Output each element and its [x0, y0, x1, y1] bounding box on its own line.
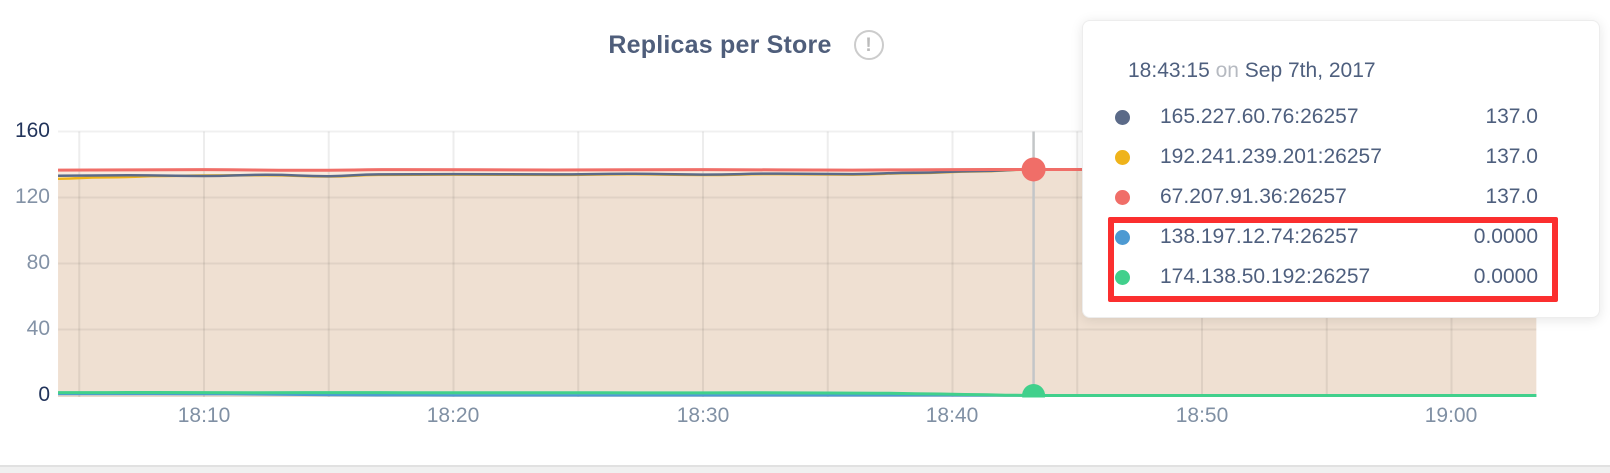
x-axis-label: 19:00 [1424, 404, 1478, 427]
series-label: 192.241.239.201:26257 [1160, 145, 1382, 168]
series-label: 67.207.91.36:26257 [1160, 185, 1347, 208]
tooltip-rows: 165.227.60.76:26257 137.0 192.241.239.20… [1083, 97, 1599, 297]
series-label: 165.227.60.76:26257 [1160, 105, 1359, 128]
series-value: 0.0000 [1473, 265, 1538, 288]
tooltip-row: 174.138.50.192:26257 0.0000 [1083, 257, 1599, 297]
page-title: Replicas per Store [608, 30, 832, 59]
annotation-box [1108, 217, 1558, 302]
y-axis-label: 40 [26, 317, 50, 340]
x-axis-label: 18:30 [676, 404, 730, 427]
tooltip-row: 67.207.91.36:26257 137.0 [1083, 177, 1599, 217]
series-dot-green [1115, 269, 1130, 285]
tooltip-row: 165.227.60.76:26257 137.0 [1083, 97, 1599, 137]
tooltip-row: 138.197.12.74:26257 0.0000 [1083, 217, 1599, 257]
series-label: 174.138.50.192:26257 [1160, 265, 1371, 288]
series-label: 138.197.12.74:26257 [1160, 225, 1359, 248]
series-dot-yellow [1115, 149, 1130, 165]
chart-header: Replicas per Store ! [0, 30, 1492, 60]
x-axis-label: 18:40 [925, 404, 979, 427]
tooltip-time: 18:43:15 [1128, 59, 1210, 82]
tooltip-row: 192.241.239.201:26257 137.0 [1083, 137, 1599, 177]
y-axis-label: 160 [14, 119, 50, 142]
chart-tooltip: 18:43:15 on Sep 7th, 2017 165.227.60.76:… [1082, 20, 1600, 318]
series-dot-blue [1115, 229, 1130, 245]
series-dot-red [1115, 189, 1130, 205]
info-icon-glyph: ! [865, 34, 872, 56]
x-axis-label: 18:20 [426, 404, 480, 427]
y-axis-label: 120 [14, 185, 50, 208]
bottom-strip [0, 467, 1610, 473]
series-value: 0.0000 [1473, 225, 1538, 248]
y-axis-label: 80 [26, 251, 50, 274]
series-value: 137.0 [1485, 105, 1538, 128]
tooltip-date: Sep 7th, 2017 [1244, 59, 1376, 82]
series-value: 137.0 [1485, 185, 1538, 208]
x-axis-label: 18:50 [1175, 404, 1229, 427]
hover-dot-red [1021, 157, 1046, 182]
hover-dot-green [1022, 384, 1046, 398]
tooltip-conjunction: on [1215, 59, 1239, 82]
bottom-divider [0, 465, 1610, 467]
y-axis-label: 0 [38, 383, 50, 406]
info-icon[interactable]: ! [853, 30, 884, 60]
x-axis-label: 18:10 [177, 404, 231, 427]
series-dot-slate [1115, 109, 1130, 125]
series-line-174-138-50-192 [58, 391, 1537, 398]
tooltip-timestamp: 18:43:15 on Sep 7th, 2017 [1128, 57, 1599, 85]
series-value: 137.0 [1485, 145, 1538, 168]
